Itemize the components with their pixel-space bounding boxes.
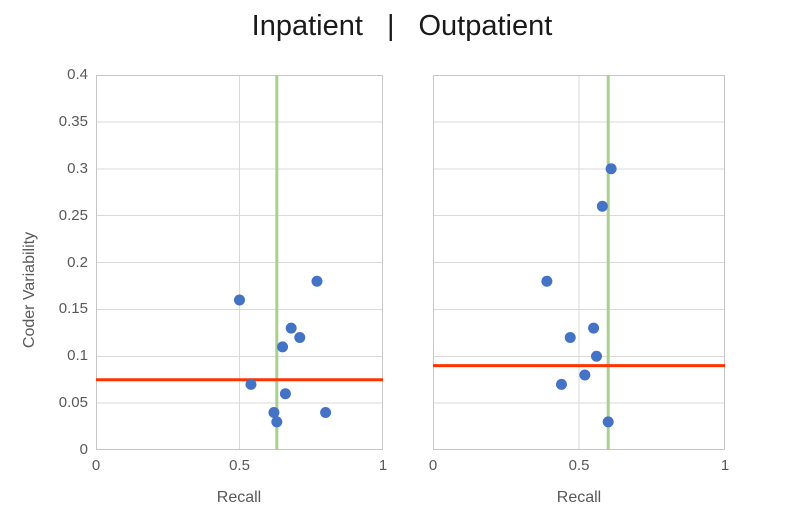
y-tick-label: 0.2: [67, 253, 88, 271]
scatter-point: [555, 378, 567, 390]
x-tick-label: 1: [378, 457, 388, 474]
scatter-point: [234, 294, 245, 306]
y-tick-label: 0.35: [58, 112, 88, 130]
scatter-point: [279, 388, 291, 400]
scatter-point: [277, 341, 289, 353]
y-tick-label: 0.25: [58, 206, 88, 224]
scatter-point: [271, 416, 283, 428]
title-outpatient: Outpatient: [418, 10, 553, 42]
y-tick-label: 0.4: [67, 66, 88, 83]
scatter-point: [541, 275, 553, 287]
scatter-point: [602, 416, 614, 428]
scatter-point: [579, 369, 591, 381]
scatter-point: [320, 407, 332, 418]
scatter-point: [285, 322, 297, 334]
x-axis-title-outpatient: Recall: [556, 489, 602, 506]
scatter-point: [268, 407, 280, 418]
title-separator: |: [386, 10, 395, 42]
scatter-point: [311, 275, 323, 287]
title-inpatient: Inpatient: [251, 10, 363, 42]
y-tick-label: 0.05: [58, 394, 88, 412]
inpatient-plot: [96, 75, 383, 450]
x-tick-label: 0: [91, 457, 101, 474]
chart-title: Inpatient | Outpatient: [0, 9, 804, 43]
plot-area-inpatient: [96, 75, 383, 450]
y-tick-label: 0: [79, 441, 88, 458]
scatter-point: [564, 332, 576, 343]
x-tick-label: 0.5: [229, 457, 250, 474]
scatter-point: [591, 350, 603, 362]
scatter-point: [596, 200, 608, 212]
outpatient-plot: [433, 75, 725, 450]
plot-border: [433, 75, 725, 450]
scatter-point: [605, 163, 617, 175]
x-tick-label: 0.5: [568, 457, 590, 474]
y-tick-label: 0.3: [67, 159, 88, 177]
scatter-point: [294, 332, 306, 343]
x-tick-label: 1: [720, 457, 730, 474]
scatter-point: [245, 378, 257, 390]
plot-area-outpatient: [433, 75, 725, 450]
scatter-point: [588, 322, 600, 334]
x-axis-title-inpatient: Recall: [216, 489, 262, 506]
y-tick-label: 0.15: [58, 300, 88, 318]
y-tick-label: 0.1: [67, 347, 88, 365]
x-tick-label: 0: [428, 457, 438, 474]
plot-border: [96, 75, 383, 450]
